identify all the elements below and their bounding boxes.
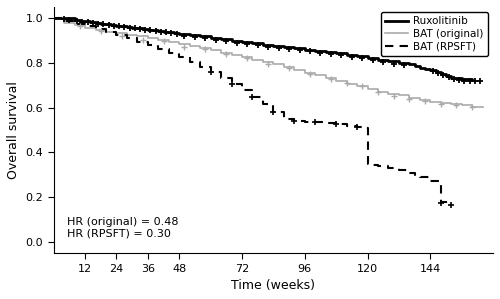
Y-axis label: Overall survival: Overall survival [7, 81, 20, 179]
Legend: Ruxolitinib, BAT (original), BAT (RPSFT): Ruxolitinib, BAT (original), BAT (RPSFT) [381, 12, 488, 56]
Text: HR (original) = 0.48
HR (RPSFT) = 0.30: HR (original) = 0.48 HR (RPSFT) = 0.30 [67, 217, 178, 238]
X-axis label: Time (weeks): Time (weeks) [232, 279, 316, 292]
